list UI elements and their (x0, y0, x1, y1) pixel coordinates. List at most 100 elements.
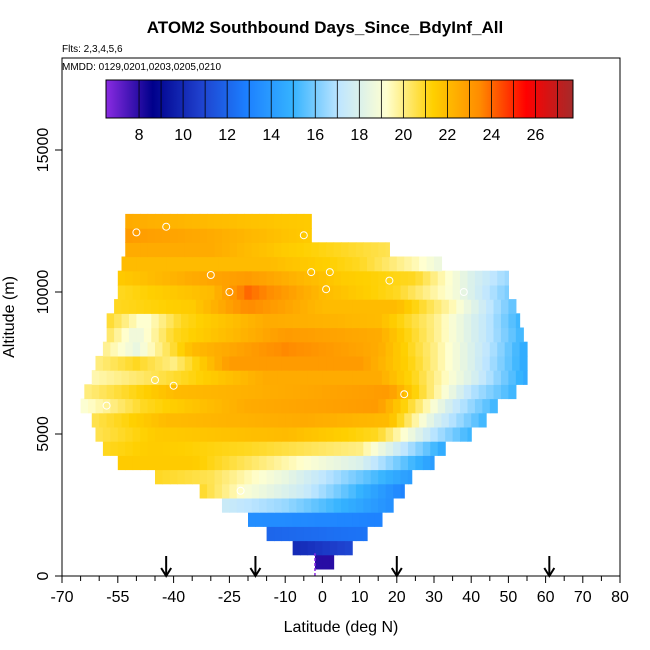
x-tick-label: -70 (50, 589, 73, 606)
heatmap-cell (203, 384, 212, 400)
heatmap-cell (363, 398, 372, 414)
heatmap-cell (199, 355, 208, 371)
heatmap-cell (314, 554, 323, 570)
heatmap-cell (396, 412, 405, 428)
heatmap-cell (244, 213, 253, 229)
x-tick-label: 70 (574, 589, 592, 606)
heatmap-cell (195, 370, 204, 385)
heatmap-cell (378, 426, 387, 442)
heatmap-cell (274, 398, 283, 414)
heatmap-cell (396, 384, 405, 400)
heatmap-cell (195, 299, 204, 314)
heatmap-cell (229, 497, 238, 513)
heatmap-cell (199, 242, 208, 258)
heatmap-cell (288, 497, 297, 513)
heatmap-cell (117, 441, 126, 456)
heatmap-cell (508, 299, 517, 314)
heatmap-cell (248, 512, 257, 527)
heatmap-cell (385, 483, 394, 499)
heatmap-cell (229, 441, 238, 456)
heatmap-cell (162, 469, 171, 485)
heatmap-cell (341, 426, 350, 442)
heatmap-cell (203, 313, 212, 329)
heatmap-cell (240, 256, 249, 272)
heatmap-cell (147, 270, 156, 286)
heatmap-cell (151, 384, 160, 400)
heatmap-cell (195, 384, 204, 400)
heatmap-cell (110, 341, 119, 357)
heatmap-cell (285, 327, 294, 343)
heatmap-cell (307, 313, 316, 329)
heatmap-cell (125, 242, 134, 258)
heatmap-cell (452, 355, 461, 371)
heatmap-cell (367, 327, 376, 343)
heatmap-cell (389, 384, 398, 400)
heatmap-cell (359, 384, 368, 400)
heatmap-cell (385, 284, 394, 300)
heatmap-cell (255, 512, 264, 527)
heatmap-cell (497, 284, 506, 300)
heatmap-cell (381, 299, 390, 314)
heatmap-cell (84, 384, 93, 400)
heatmap-cell (422, 398, 431, 414)
heatmap-cell (221, 355, 230, 371)
heatmap-cell (370, 469, 379, 485)
y-axis-label: Altitude (m) (1, 276, 18, 358)
heatmap-cell (456, 384, 465, 400)
heatmap-cell (329, 256, 338, 272)
heatmap-cell (221, 469, 230, 485)
heatmap-cell (102, 355, 111, 371)
heatmap-cell (102, 441, 111, 456)
heatmap-cell (441, 327, 450, 343)
heatmap-cell (337, 412, 346, 428)
heatmap-cell (110, 441, 119, 456)
heatmap-cell (169, 426, 178, 442)
heatmap-cell (288, 441, 297, 456)
heatmap-cell (274, 284, 283, 300)
heatmap-cell (303, 242, 312, 258)
heatmap-cell (192, 355, 201, 371)
heatmap-cell (259, 284, 268, 300)
heatmap-cell (441, 384, 450, 400)
heatmap-cell (419, 256, 428, 272)
heatmap-cell (288, 284, 297, 300)
heatmap-cell (166, 412, 175, 428)
heatmap-cell (162, 455, 171, 471)
heatmap-cell (248, 313, 257, 329)
heatmap-cell (307, 299, 316, 314)
heatmap-cell (277, 512, 286, 527)
heatmap-cell (515, 370, 524, 385)
heatmap-cell (259, 270, 268, 286)
heatmap-cell (236, 228, 245, 243)
heatmap-cell (285, 384, 294, 400)
colorbar-tick-label: 10 (174, 127, 192, 144)
heatmap-cell (478, 327, 487, 343)
heatmap-cell (296, 213, 305, 229)
heatmap-cell (248, 384, 257, 400)
heatmap-cell (195, 313, 204, 329)
heatmap-cell (281, 455, 290, 471)
heatmap-cell (136, 313, 145, 329)
heatmap-cell (341, 242, 350, 258)
heatmap-cell (236, 341, 245, 357)
heatmap-cell (233, 313, 242, 329)
heatmap-cell (333, 398, 342, 414)
heatmap-cell (140, 341, 149, 357)
heatmap-cell (341, 497, 350, 513)
heatmap-cell (177, 426, 186, 442)
heatmap-cell (355, 341, 364, 357)
heatmap-cell (318, 426, 327, 442)
heatmap-cell (155, 284, 164, 300)
heatmap-cell (195, 256, 204, 272)
heatmap-cell (322, 256, 331, 272)
heatmap-cell (352, 299, 361, 314)
heatmap-cell (281, 526, 290, 542)
heatmap-cell (199, 213, 208, 229)
heatmap-cell (184, 469, 193, 485)
heatmap-cell (214, 469, 223, 485)
heatmap-cell (259, 469, 268, 485)
heatmap-cell (277, 313, 286, 329)
heatmap-cell (195, 412, 204, 428)
heatmap-cell (508, 370, 517, 385)
heatmap-cell (218, 327, 227, 343)
